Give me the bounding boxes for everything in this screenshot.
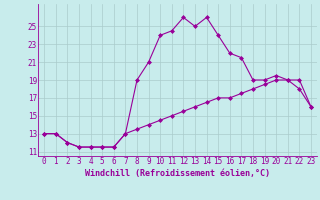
X-axis label: Windchill (Refroidissement éolien,°C): Windchill (Refroidissement éolien,°C) — [85, 169, 270, 178]
